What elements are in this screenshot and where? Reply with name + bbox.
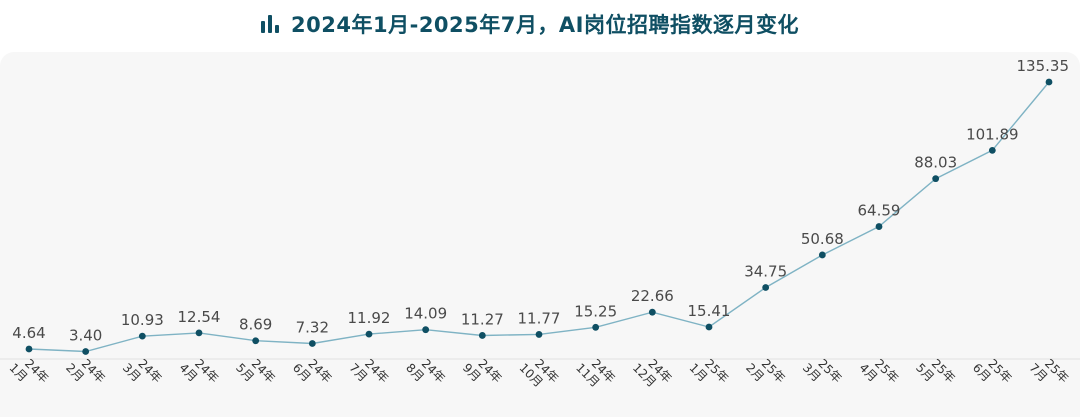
chart-panel <box>0 52 1080 417</box>
data-label: 15.25 <box>574 302 617 320</box>
data-point[interactable] <box>365 330 373 338</box>
chart-header: 2024年1月-2025年7月，AI岗位招聘指数逐月变化 <box>0 0 1080 48</box>
data-label: 14.09 <box>404 305 447 323</box>
data-point[interactable] <box>705 323 713 331</box>
data-label: 11.92 <box>348 309 391 327</box>
data-label: 11.27 <box>461 310 504 328</box>
x-tick-label: 24年1月 <box>6 356 51 385</box>
bar-chart-icon <box>261 15 280 33</box>
data-label: 22.66 <box>631 287 674 305</box>
data-label: 50.68 <box>801 230 844 248</box>
data-label: 135.35 <box>1017 57 1070 75</box>
chart-title: 2024年1月-2025年7月，AI岗位招聘指数逐月变化 <box>291 13 799 37</box>
data-point[interactable] <box>252 337 260 345</box>
data-point[interactable] <box>535 331 543 338</box>
data-label: 64.59 <box>858 202 901 220</box>
data-label: 101.89 <box>966 125 1019 143</box>
title-wrap: 2024年1月-2025年7月，AI岗位招聘指数逐月变化 <box>261 9 799 39</box>
data-point[interactable] <box>478 332 486 339</box>
data-point[interactable] <box>875 223 883 230</box>
data-point[interactable] <box>422 326 430 334</box>
data-point[interactable] <box>592 323 600 331</box>
data-point[interactable] <box>25 345 33 353</box>
data-point[interactable] <box>648 308 656 316</box>
x-tick-label: 25年7月 <box>1026 356 1071 385</box>
data-point[interactable] <box>988 146 996 154</box>
data-label: 3.40 <box>69 327 102 345</box>
data-label: 8.69 <box>239 316 272 334</box>
data-point[interactable] <box>82 348 90 355</box>
data-point[interactable] <box>308 340 316 347</box>
data-label: 12.54 <box>178 308 221 326</box>
data-label: 15.41 <box>688 302 731 320</box>
data-point[interactable] <box>762 284 770 291</box>
data-label: 10.93 <box>121 311 164 329</box>
data-label: 4.64 <box>12 324 45 342</box>
data-point[interactable] <box>932 175 940 183</box>
data-point[interactable] <box>195 329 203 337</box>
data-label: 7.32 <box>296 319 329 337</box>
data-label: 11.77 <box>518 309 561 327</box>
data-point[interactable] <box>818 251 826 259</box>
data-point[interactable] <box>1045 78 1053 86</box>
data-label: 34.75 <box>744 262 787 280</box>
data-label: 88.03 <box>914 154 957 172</box>
data-point[interactable] <box>138 332 146 340</box>
